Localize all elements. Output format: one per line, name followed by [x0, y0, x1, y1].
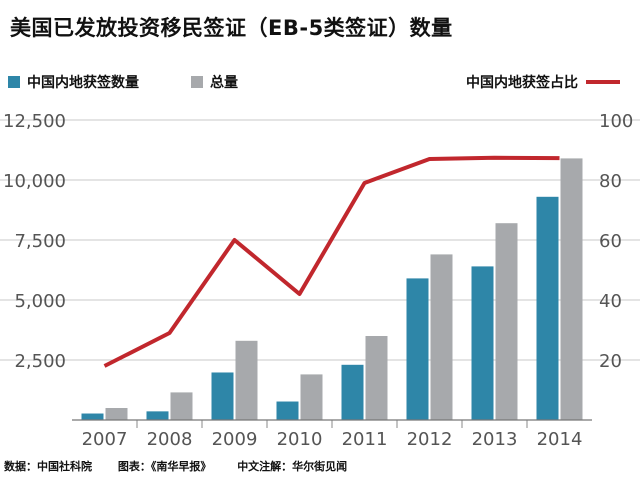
x-tick-label: 2008: [147, 429, 193, 450]
y-left-tick-label: 12,500: [3, 111, 66, 132]
bar-china: [471, 266, 494, 420]
y-left-tick-label: 7,500: [14, 231, 66, 252]
x-tick-label: 2014: [537, 429, 583, 450]
x-tick-label: 2009: [212, 429, 258, 450]
footer-chart-credit: 图表：《南华早报》: [117, 460, 212, 473]
y-right-tick-label: 40: [599, 291, 622, 312]
bar-total: [105, 408, 128, 420]
bar-china: [406, 278, 429, 420]
x-tick-label: 2007: [82, 429, 128, 450]
y-left-tick-label: 5,000: [14, 291, 66, 312]
legend-label-china: 中国内地获签数量: [27, 75, 139, 91]
line-share: [103, 155, 560, 368]
bar-total: [300, 374, 323, 420]
bar-total: [235, 340, 258, 420]
x-tick-label: 2011: [342, 429, 388, 450]
bar-total: [560, 158, 583, 420]
bar-china: [536, 196, 559, 420]
x-tick-label: 2012: [407, 429, 453, 450]
legend: 中国内地获签数量 总量 中国内地获签占比: [0, 72, 640, 96]
legend-swatch-total: [191, 76, 203, 88]
legend-swatch-china: [8, 76, 20, 88]
y-right-tick-label: 100: [599, 111, 633, 132]
bar-china: [341, 364, 364, 420]
legend-label-total: 总量: [210, 75, 238, 91]
bar-total: [170, 392, 193, 420]
legend-label-share: 中国内地获签占比: [466, 75, 578, 91]
x-tick-label: 2010: [277, 429, 323, 450]
bar-china: [276, 401, 299, 420]
bar-total: [495, 223, 518, 420]
legend-item-china: 中国内地获签数量: [8, 72, 139, 92]
bar-total: [365, 336, 388, 420]
bar-china: [211, 372, 234, 420]
footer-note: 中文注解：华尔街见闻: [237, 460, 348, 473]
chart-area: 2,500 5,000 7,500 10,000 12,500 20 40 60 80 100 20…: [0, 111, 640, 450]
y-right-tick-label: 20: [599, 351, 622, 372]
footer: 数据：中国社科院 图表：《南华早报》 中文注解：华尔街见闻: [4, 458, 369, 474]
legend-item-share: 中国内地获签占比: [466, 72, 620, 92]
legend-line-share: [586, 80, 620, 84]
footer-source: 数据：中国社科院: [4, 460, 92, 473]
y-left-tick-label: 2,500: [14, 351, 66, 372]
y-right-tick-label: 80: [599, 171, 622, 192]
bar-total: [430, 254, 453, 420]
bar-china: [81, 413, 104, 420]
legend-item-total: 总量: [191, 72, 238, 92]
x-tick-label: 2013: [472, 429, 518, 450]
y-right-tick-label: 60: [599, 231, 622, 252]
bar-china: [146, 411, 169, 420]
chart-title: 美国已发放投资移民签证（EB-5类签证）数量: [10, 16, 453, 40]
y-left-tick-label: 10,000: [3, 171, 66, 192]
